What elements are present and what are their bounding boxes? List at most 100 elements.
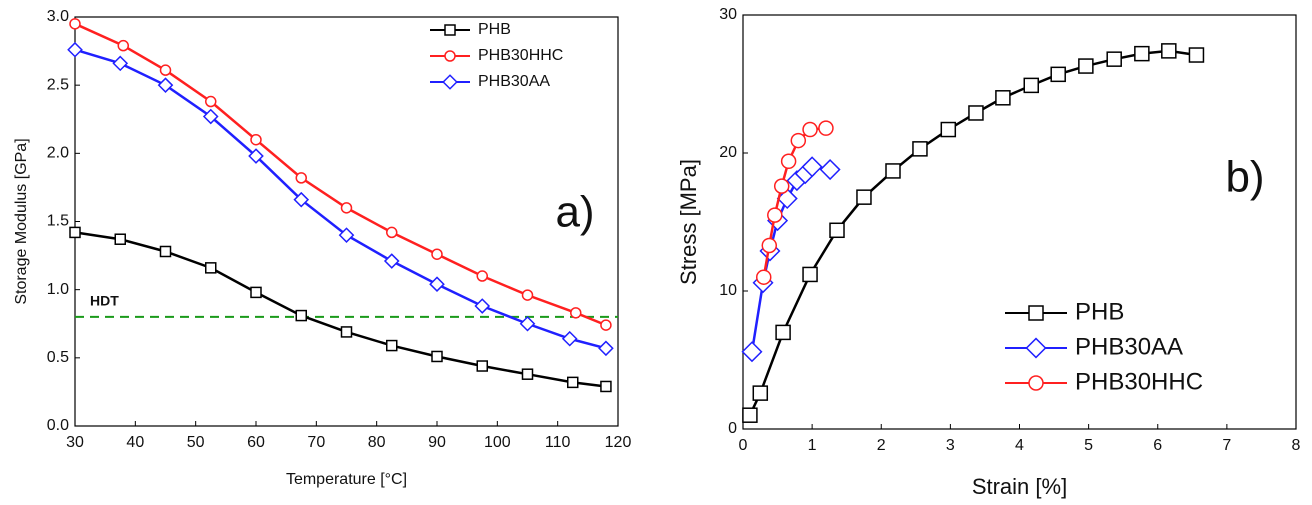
panel-label: b) — [1225, 153, 1264, 202]
marker — [340, 326, 353, 338]
marker — [521, 289, 534, 301]
marker — [444, 50, 456, 62]
x-tick-label: 8 — [1292, 437, 1301, 454]
marker — [995, 90, 1011, 106]
x-axis-title: Temperature [°C] — [286, 471, 407, 488]
marker — [767, 207, 783, 223]
marker — [250, 286, 262, 299]
marker — [912, 141, 928, 157]
y-axis-title: Storage Modulus [GPa] — [13, 138, 30, 304]
marker — [521, 368, 534, 380]
x-tick-label: 7 — [1222, 437, 1231, 454]
x-tick-label: 3 — [946, 437, 955, 454]
marker — [248, 148, 264, 164]
marker — [775, 324, 791, 341]
marker — [1028, 305, 1044, 321]
y-tick-label: 10 — [719, 282, 737, 299]
marker — [295, 309, 307, 322]
marker — [112, 55, 129, 72]
marker — [940, 121, 957, 138]
marker — [968, 105, 984, 121]
x-tick-label: 80 — [368, 434, 386, 451]
y-tick-label: 1.0 — [47, 281, 69, 298]
marker — [429, 276, 445, 293]
x-tick-label: 70 — [307, 434, 325, 451]
marker — [1028, 375, 1044, 391]
legend-label: PHB30AA — [478, 73, 550, 90]
reference-label: HDT — [90, 293, 119, 309]
marker — [561, 330, 578, 347]
marker — [802, 266, 818, 283]
marker — [742, 407, 758, 423]
marker — [202, 108, 219, 125]
marker — [67, 41, 83, 58]
y-tick-label: 20 — [719, 144, 737, 161]
x-tick-label: 4 — [1015, 437, 1024, 454]
marker — [741, 341, 763, 363]
marker — [567, 376, 579, 389]
marker — [386, 226, 398, 239]
marker — [159, 245, 172, 258]
legend-label: PHB30AA — [1075, 333, 1183, 360]
marker — [1106, 51, 1122, 67]
marker — [818, 120, 834, 136]
marker — [1134, 45, 1150, 62]
marker — [205, 262, 217, 274]
marker — [205, 95, 217, 108]
marker — [801, 156, 823, 178]
marker — [474, 298, 491, 314]
marker — [1050, 66, 1066, 83]
marker — [431, 248, 443, 260]
marker — [755, 269, 772, 285]
marker — [295, 172, 307, 184]
marker — [293, 191, 310, 208]
x-tick-label: 110 — [545, 434, 571, 451]
y-axis-title: Stress [MPa] — [676, 159, 701, 285]
y-tick-label: 3.0 — [47, 8, 69, 25]
series-line — [74, 231, 607, 388]
marker — [773, 178, 790, 194]
marker — [1188, 47, 1205, 63]
marker — [752, 385, 769, 401]
y-tick-label: 1.5 — [47, 213, 69, 230]
y-tick-label: 0.5 — [47, 349, 69, 366]
x-tick-label: 6 — [1153, 437, 1162, 454]
marker — [829, 222, 845, 239]
marker — [340, 202, 353, 214]
marker — [444, 24, 456, 36]
marker — [600, 319, 612, 331]
y-tick-label: 2.5 — [47, 76, 69, 93]
x-tick-label: 40 — [126, 434, 144, 451]
marker — [600, 380, 612, 393]
x-tick-label: 0 — [739, 437, 748, 454]
marker — [157, 77, 174, 93]
legend-label: PHB — [1075, 298, 1124, 325]
marker — [790, 132, 807, 149]
marker — [476, 360, 488, 372]
marker — [476, 270, 488, 282]
marker — [442, 74, 458, 90]
x-tick-label: 2 — [877, 437, 886, 454]
y-tick-label: 30 — [719, 6, 737, 23]
marker — [1025, 337, 1047, 359]
marker — [885, 163, 901, 179]
marker — [1078, 58, 1094, 74]
x-tick-label: 5 — [1084, 437, 1093, 454]
legend-label: PHB30HHC — [1075, 368, 1203, 395]
x-tick-label: 30 — [66, 434, 84, 451]
plot-frame — [742, 14, 1297, 430]
marker — [431, 350, 443, 363]
marker — [386, 339, 398, 352]
marker — [519, 315, 536, 332]
series-line — [74, 48, 607, 350]
x-tick-label: 100 — [484, 434, 511, 451]
marker — [338, 227, 355, 243]
legend-label: PHB — [478, 21, 511, 38]
marker — [1023, 77, 1040, 94]
x-tick-label: 120 — [605, 434, 632, 451]
marker — [819, 159, 841, 181]
marker — [117, 39, 130, 52]
marker — [802, 121, 818, 138]
marker — [159, 64, 172, 76]
